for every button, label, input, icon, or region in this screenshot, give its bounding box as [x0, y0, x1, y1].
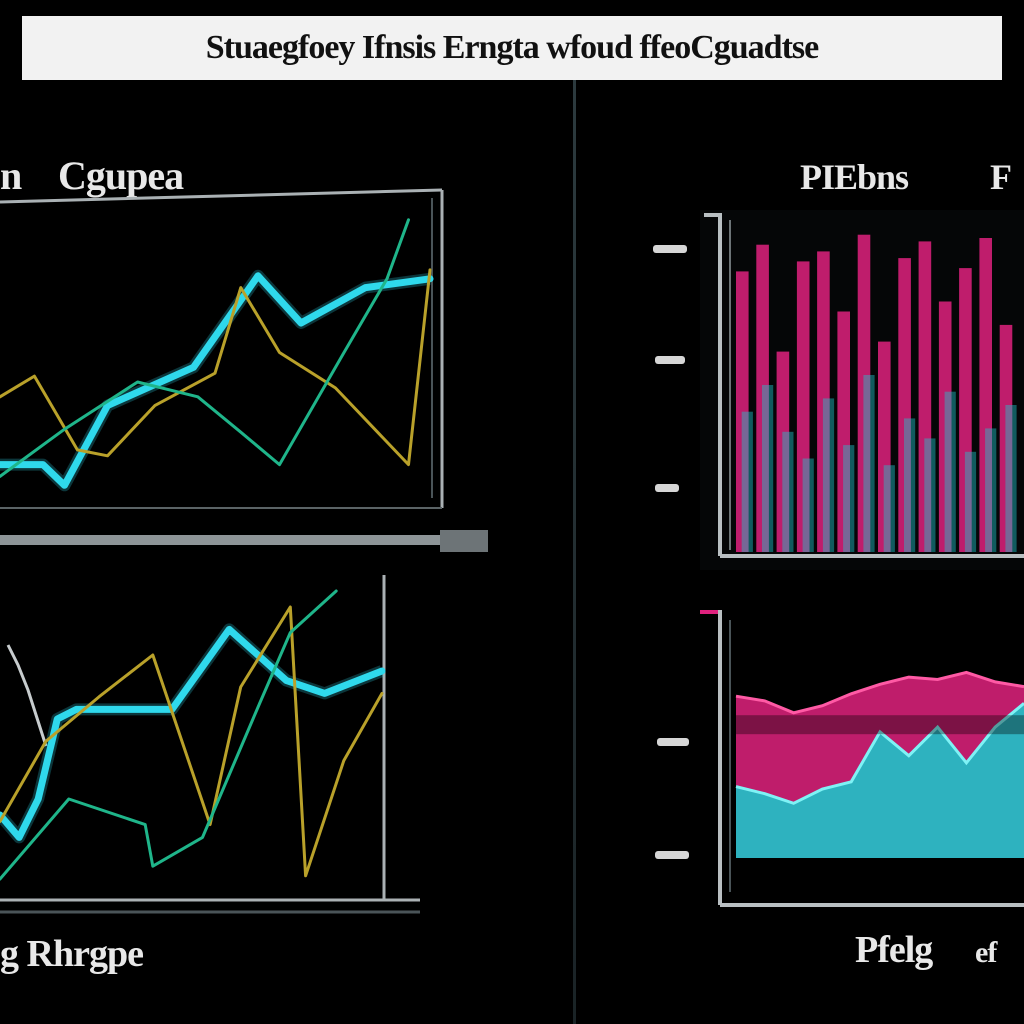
- bar-series-1: [898, 258, 911, 552]
- bottom-right-label-a: Pfelg: [855, 929, 933, 971]
- bar-series-1: [837, 311, 850, 552]
- area-series-2: [736, 703, 1024, 858]
- bar-series-1: [796, 261, 810, 552]
- bar-series-1: [918, 241, 932, 552]
- bar-series-1: [817, 251, 830, 552]
- axis-tick: [655, 851, 689, 859]
- bar-series-2: [924, 438, 936, 552]
- bar-series-2: [964, 451, 977, 552]
- bottom-left-label: g Rhrgpe: [0, 933, 144, 975]
- bottom-right-label-b: ef: [975, 936, 997, 969]
- bar-series-2: [904, 418, 916, 552]
- axis-tick: [657, 738, 689, 746]
- series-2-line: [0, 605, 384, 878]
- bar-series-1: [736, 271, 749, 552]
- bottom-right-area-chart: [700, 610, 1024, 907]
- bar-series-2: [1005, 405, 1017, 552]
- chart-frame: [0, 188, 488, 552]
- bar-series-2: [822, 398, 835, 552]
- series-1-glow: [0, 269, 431, 492]
- bar-series-1: [878, 341, 891, 552]
- banner-title: Stuaegfoey Ifnsis Erngta wfoud ffeoCguad…: [22, 16, 1002, 80]
- bar-series-2: [802, 458, 814, 552]
- area-shadow-band: [736, 715, 1024, 735]
- bar-series-2: [762, 385, 774, 552]
- top-right-label-a: PIEbns: [800, 157, 909, 197]
- bar-series-2: [985, 428, 997, 552]
- bar-series-1: [938, 301, 952, 552]
- chart-frame: [0, 575, 420, 914]
- panel-divider: [573, 80, 576, 1024]
- chart-frame: [700, 610, 1024, 907]
- bar-series-1: [756, 244, 769, 552]
- bottom-left-line-chart: [0, 575, 420, 914]
- bar-series-2: [782, 431, 794, 552]
- series-1-line: [0, 625, 386, 841]
- series-3-line: [0, 218, 410, 478]
- bar-series-1: [857, 234, 871, 552]
- bar-series-2: [863, 375, 875, 552]
- bar-series-1: [979, 238, 992, 552]
- bar-series-2: [883, 465, 895, 552]
- area-series-2-edge: [735, 702, 1024, 805]
- bar-series-1: [959, 268, 972, 552]
- series-1-line: [0, 272, 434, 489]
- axis-tick: [655, 484, 679, 492]
- axis-tick: [655, 356, 685, 364]
- series-2-line: [0, 268, 432, 467]
- bar-series-2: [741, 411, 753, 552]
- series-3-line: [0, 589, 338, 881]
- top-right-bar-chart: [700, 210, 1024, 570]
- area-series-1-edge: [735, 670, 1024, 715]
- top-right-label-b: F: [990, 157, 1012, 197]
- bar-series-2: [944, 391, 956, 552]
- top-left-label-a: n: [0, 153, 22, 198]
- bar-series-2: [843, 445, 855, 552]
- bar-series-1: [999, 324, 1013, 552]
- top-left-label-b: Cgupea: [58, 153, 184, 198]
- bar-series-1: [776, 351, 790, 552]
- axis-tick: [653, 245, 687, 253]
- top-left-line-chart: [0, 188, 488, 552]
